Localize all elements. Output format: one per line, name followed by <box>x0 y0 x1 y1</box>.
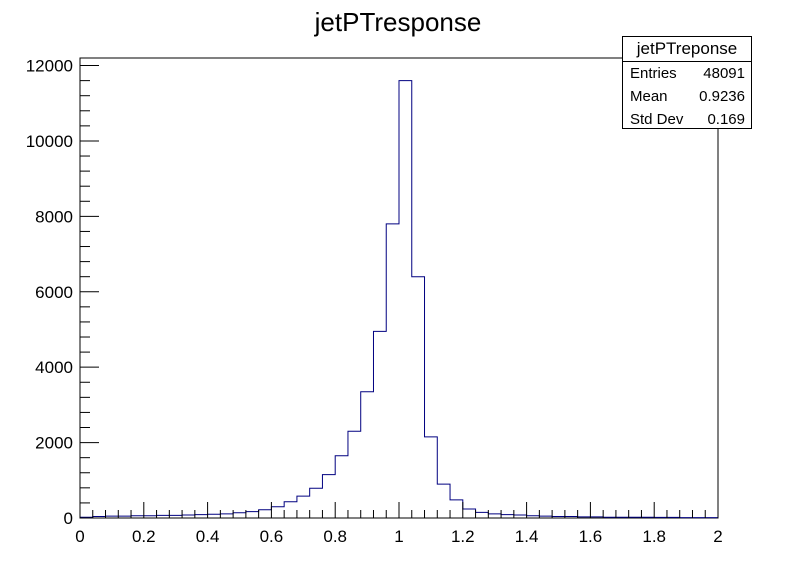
y-tick-label: 0 <box>64 509 73 528</box>
histogram-bar <box>412 277 425 518</box>
histogram-bar <box>310 488 323 518</box>
stats-value: 0.9236 <box>699 88 745 105</box>
histogram-bar <box>271 507 284 518</box>
x-tick-label: 0.2 <box>132 527 156 546</box>
y-tick-label: 12000 <box>26 57 73 76</box>
chart-title: jetPTresponse <box>314 7 482 37</box>
histogram-bar <box>220 514 233 518</box>
x-tick-label: 1.2 <box>451 527 475 546</box>
histogram-bar <box>425 437 438 518</box>
histogram-bar <box>259 510 272 518</box>
x-tick-label: 0.4 <box>196 527 220 546</box>
histogram-bar <box>246 512 259 518</box>
histogram-bar <box>386 224 399 518</box>
histogram-bar <box>284 502 297 518</box>
histogram-bar <box>195 515 208 518</box>
stats-label: Std Dev <box>630 111 684 128</box>
histogram-outline <box>79 80 719 519</box>
y-tick-label: 4000 <box>35 358 73 377</box>
y-axis-ticks: 0 2000 4000 6000 8000 10000 12000 <box>26 57 99 528</box>
histogram-bar <box>297 496 310 518</box>
histogram-bar <box>399 81 412 518</box>
histogram-bar <box>463 509 476 518</box>
x-tick-label: 0.6 <box>260 527 284 546</box>
x-axis-ticks: 0 0.2 0.4 0.6 0.8 1 1.2 1.4 1.6 1.8 2 <box>75 502 723 546</box>
stats-label: Mean <box>630 88 668 105</box>
histogram-bar <box>437 484 450 518</box>
histogram-bar <box>233 513 246 518</box>
histogram-bar <box>348 431 361 518</box>
stats-row-stddev: Std Dev 0.169 <box>623 108 751 131</box>
x-tick-label: 0.8 <box>323 527 347 546</box>
stats-value: 0.169 <box>707 111 745 128</box>
stats-title: jetPTreponse <box>623 37 751 62</box>
x-tick-label: 1.6 <box>579 527 603 546</box>
y-tick-label: 6000 <box>35 283 73 302</box>
histogram-bar <box>322 475 335 518</box>
histogram-bar <box>361 392 374 518</box>
histogram-bar <box>476 512 489 518</box>
histogram-bar <box>501 515 514 518</box>
stats-row-entries: Entries 48091 <box>623 62 751 85</box>
x-tick-label: 2 <box>713 527 722 546</box>
x-tick-label: 1 <box>394 527 403 546</box>
histogram-bar <box>450 500 463 518</box>
histogram-bar <box>208 514 221 518</box>
x-tick-label: 1.8 <box>642 527 666 546</box>
stats-box: jetPTreponse Entries 48091 Mean 0.9236 S… <box>622 36 752 129</box>
x-tick-label: 1.4 <box>515 527 539 546</box>
histogram-bar <box>373 331 386 518</box>
histogram-bar <box>488 514 501 518</box>
y-tick-label: 8000 <box>35 207 73 226</box>
y-tick-label: 10000 <box>26 132 73 151</box>
stats-value: 48091 <box>703 65 745 82</box>
stats-label: Entries <box>630 65 677 82</box>
stats-row-mean: Mean 0.9236 <box>623 85 751 108</box>
y-tick-label: 2000 <box>35 434 73 453</box>
x-tick-label: 0 <box>75 527 84 546</box>
histogram-bar <box>335 456 348 518</box>
